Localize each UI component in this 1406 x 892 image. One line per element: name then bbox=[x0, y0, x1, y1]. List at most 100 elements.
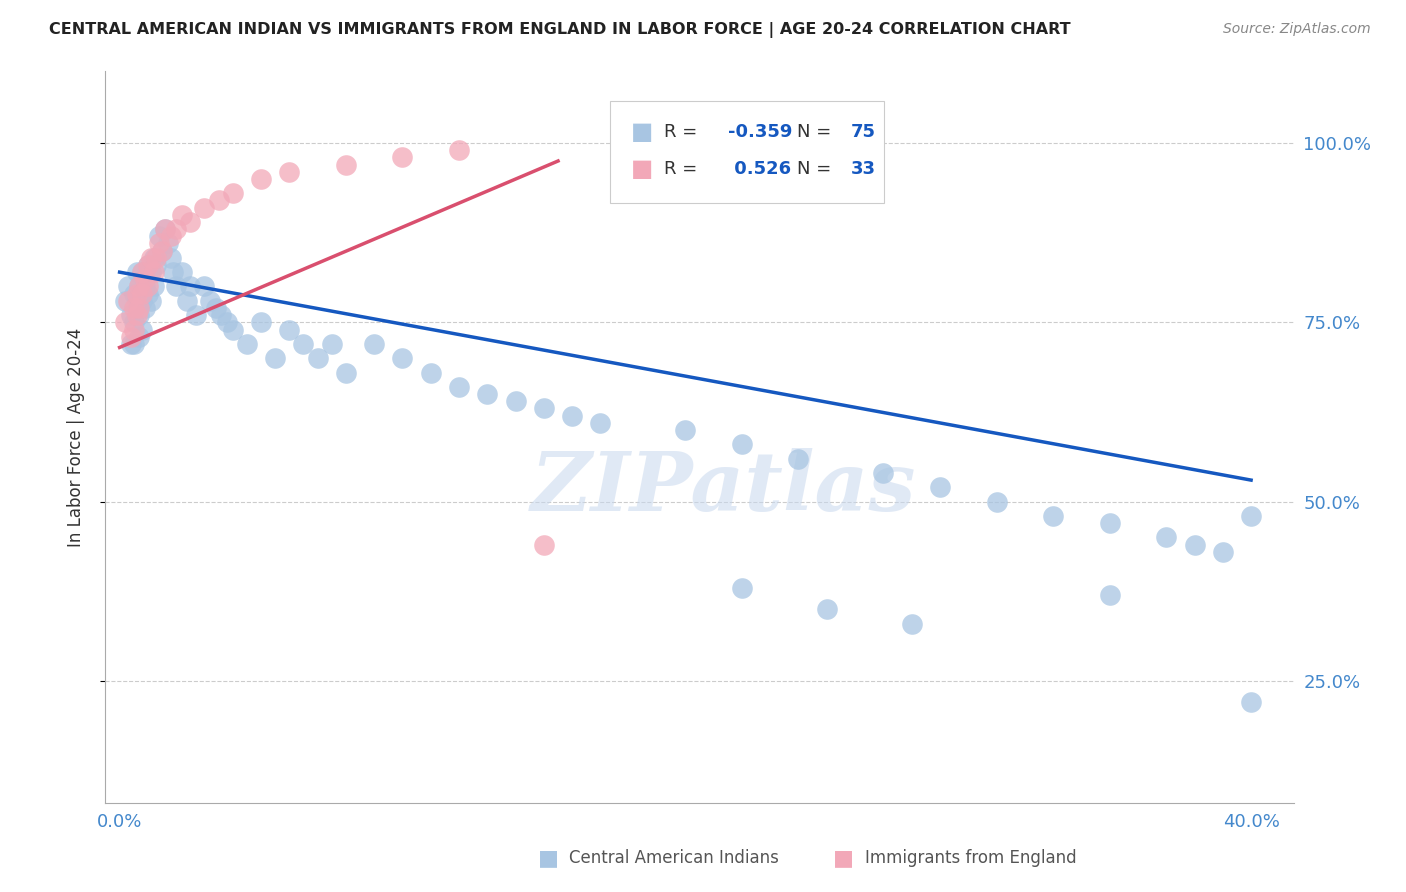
Point bbox=[929, 480, 952, 494]
Point bbox=[142, 265, 165, 279]
Point bbox=[120, 329, 142, 343]
Point bbox=[159, 251, 181, 265]
Point bbox=[148, 229, 170, 244]
Point bbox=[1154, 531, 1177, 545]
Point bbox=[139, 251, 162, 265]
Point bbox=[117, 293, 139, 308]
Point bbox=[128, 279, 150, 293]
Point bbox=[222, 322, 245, 336]
Point bbox=[1042, 508, 1064, 523]
Point bbox=[165, 279, 187, 293]
Text: 33: 33 bbox=[851, 160, 876, 178]
Point bbox=[217, 315, 239, 329]
Text: ■: ■ bbox=[538, 848, 558, 868]
Point bbox=[142, 279, 165, 293]
Point bbox=[131, 265, 153, 279]
Point bbox=[363, 336, 385, 351]
Point bbox=[209, 308, 232, 322]
Point bbox=[533, 538, 555, 552]
Point bbox=[131, 265, 153, 279]
Point bbox=[136, 286, 159, 301]
Point bbox=[120, 336, 142, 351]
Point bbox=[1212, 545, 1234, 559]
Point bbox=[204, 301, 226, 315]
Point bbox=[128, 308, 150, 322]
Point bbox=[139, 265, 162, 279]
Point bbox=[128, 301, 150, 315]
Point bbox=[447, 380, 470, 394]
Point bbox=[250, 172, 273, 186]
Point bbox=[264, 351, 287, 366]
Point bbox=[176, 293, 198, 308]
Text: R =: R = bbox=[664, 123, 697, 141]
FancyBboxPatch shape bbox=[610, 101, 883, 203]
Text: Central American Indians: Central American Indians bbox=[569, 849, 779, 867]
Point bbox=[533, 401, 555, 416]
Point bbox=[128, 329, 150, 343]
Point bbox=[117, 279, 139, 293]
Point bbox=[125, 286, 148, 301]
Point bbox=[170, 208, 193, 222]
Point bbox=[1240, 695, 1263, 709]
Text: -0.359: -0.359 bbox=[728, 123, 793, 141]
Point bbox=[122, 286, 145, 301]
Point bbox=[142, 251, 165, 265]
Point bbox=[673, 423, 696, 437]
Point bbox=[278, 165, 301, 179]
Point bbox=[153, 222, 176, 236]
Point bbox=[148, 236, 170, 251]
Text: Source: ZipAtlas.com: Source: ZipAtlas.com bbox=[1223, 22, 1371, 37]
Point bbox=[179, 215, 201, 229]
Point bbox=[321, 336, 343, 351]
Point bbox=[153, 222, 176, 236]
Text: ■: ■ bbox=[630, 157, 652, 181]
Point bbox=[193, 279, 215, 293]
Point bbox=[207, 194, 229, 208]
Point bbox=[145, 258, 167, 272]
Text: ■: ■ bbox=[630, 120, 652, 145]
Point bbox=[136, 279, 159, 293]
Point bbox=[150, 244, 173, 258]
Text: N =: N = bbox=[797, 160, 831, 178]
Point bbox=[156, 236, 179, 251]
Point bbox=[391, 351, 413, 366]
Point bbox=[128, 279, 150, 293]
Point bbox=[787, 451, 810, 466]
Point bbox=[198, 293, 221, 308]
Point bbox=[307, 351, 329, 366]
Text: CENTRAL AMERICAN INDIAN VS IMMIGRANTS FROM ENGLAND IN LABOR FORCE | AGE 20-24 CO: CENTRAL AMERICAN INDIAN VS IMMIGRANTS FR… bbox=[49, 22, 1071, 38]
Text: ZIPatlas: ZIPatlas bbox=[530, 449, 915, 528]
Text: R =: R = bbox=[664, 160, 697, 178]
Text: N =: N = bbox=[797, 123, 831, 141]
Text: 75: 75 bbox=[851, 123, 876, 141]
Point bbox=[1240, 508, 1263, 523]
Point bbox=[184, 308, 207, 322]
Point bbox=[236, 336, 259, 351]
Text: ■: ■ bbox=[834, 848, 853, 868]
Point bbox=[122, 322, 145, 336]
Point bbox=[900, 616, 922, 631]
Point bbox=[134, 272, 156, 286]
Point bbox=[447, 143, 470, 157]
Point bbox=[872, 466, 894, 480]
Point bbox=[136, 258, 159, 272]
Y-axis label: In Labor Force | Age 20-24: In Labor Force | Age 20-24 bbox=[66, 327, 84, 547]
Point bbox=[986, 494, 1008, 508]
Point bbox=[193, 201, 215, 215]
Point bbox=[391, 150, 413, 164]
Point bbox=[131, 293, 153, 308]
Point bbox=[561, 409, 583, 423]
Point bbox=[179, 279, 201, 293]
Point bbox=[131, 286, 153, 301]
Point bbox=[162, 265, 184, 279]
Point bbox=[114, 293, 136, 308]
Point bbox=[125, 293, 148, 308]
Point bbox=[125, 308, 148, 322]
Point bbox=[1098, 588, 1121, 602]
Point bbox=[250, 315, 273, 329]
Point bbox=[134, 301, 156, 315]
Point bbox=[120, 308, 142, 322]
Text: Immigrants from England: Immigrants from England bbox=[865, 849, 1077, 867]
Point bbox=[1184, 538, 1206, 552]
Point bbox=[150, 244, 173, 258]
